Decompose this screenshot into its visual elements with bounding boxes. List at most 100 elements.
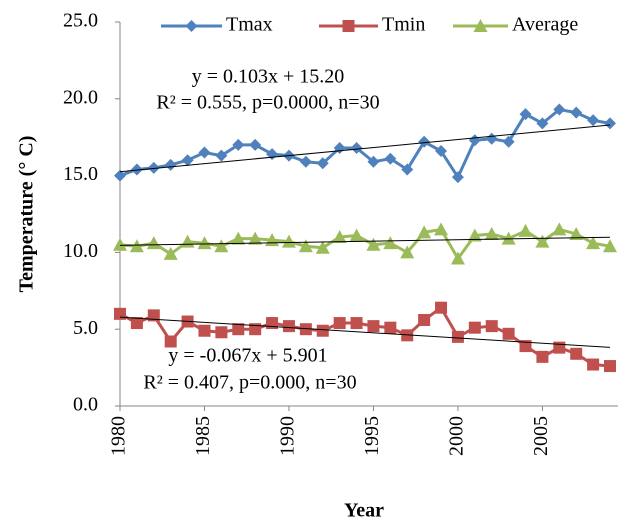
marker [502, 327, 515, 340]
marker [501, 231, 516, 245]
series-line [119, 107, 611, 181]
marker [249, 323, 262, 336]
marker [367, 320, 380, 333]
marker [435, 301, 448, 314]
legend-marker [473, 19, 488, 32]
x-tick-label: 2005 [530, 416, 552, 456]
marker [146, 236, 161, 250]
marker [147, 161, 160, 174]
marker [231, 231, 246, 245]
legend-marker [185, 20, 198, 32]
y-tick-label: 0.0 [73, 394, 98, 416]
marker [198, 324, 211, 337]
marker [332, 230, 347, 244]
marker [316, 157, 329, 170]
marker [604, 360, 616, 373]
marker [316, 324, 329, 337]
trend-line [119, 236, 611, 246]
marker [570, 106, 583, 119]
y-tick-label: 5.0 [73, 317, 98, 339]
legend-label: Average [512, 14, 578, 36]
marker [484, 226, 499, 240]
annotation: R² = 0.407, p=0.000, n=30 [143, 372, 356, 394]
marker [114, 307, 126, 320]
marker [552, 222, 567, 236]
legend-marker [342, 20, 355, 32]
annotation: y = 0.103x + 15.20 [192, 66, 345, 88]
annotation: y = -0.067x + 5.901 [168, 345, 327, 367]
marker [282, 320, 295, 333]
marker [569, 226, 584, 240]
y-tick-label: 20.0 [63, 86, 98, 108]
y-tick-label: 15.0 [63, 163, 98, 185]
marker [299, 323, 312, 336]
marker [467, 228, 482, 242]
trend-line [119, 124, 611, 173]
marker [383, 236, 398, 250]
marker [164, 335, 177, 348]
marker [147, 309, 160, 322]
marker [114, 169, 126, 182]
marker [163, 246, 178, 260]
marker [603, 239, 617, 253]
marker [198, 146, 211, 159]
marker [519, 108, 532, 121]
marker [587, 114, 600, 127]
marker [400, 245, 415, 259]
marker [570, 347, 583, 360]
marker [384, 321, 397, 334]
marker [418, 313, 431, 326]
marker [349, 228, 364, 242]
marker [113, 237, 127, 251]
x-tick-label: 1995 [361, 416, 383, 456]
marker [468, 134, 481, 147]
marker [130, 317, 143, 330]
marker [367, 155, 380, 168]
marker [281, 234, 296, 248]
marker [384, 152, 397, 165]
marker [450, 251, 465, 265]
marker [518, 223, 533, 237]
marker [451, 171, 464, 184]
y-axis-title: Temperature (° C) [16, 136, 38, 293]
marker [485, 320, 498, 333]
marker [232, 323, 245, 336]
marker [197, 236, 212, 250]
marker [298, 239, 313, 253]
marker [248, 231, 263, 245]
y-tick-label: 10.0 [63, 240, 98, 262]
marker [553, 341, 566, 354]
x-axis-title: Year [344, 500, 384, 522]
marker [215, 326, 228, 339]
x-tick-label: 1980 [108, 416, 130, 456]
y-tick-label: 25.0 [63, 10, 98, 32]
marker [604, 117, 616, 130]
marker [350, 141, 363, 154]
marker [181, 154, 194, 167]
marker [315, 240, 330, 254]
marker [435, 145, 448, 158]
marker [587, 358, 600, 371]
marker [366, 237, 381, 251]
trend-line [119, 316, 611, 348]
legend-label: Tmax [226, 14, 273, 36]
marker [536, 117, 549, 130]
x-tick-label: 1985 [192, 416, 214, 456]
marker [299, 155, 312, 168]
marker [249, 138, 262, 151]
marker [129, 239, 144, 253]
marker [536, 350, 549, 363]
marker [164, 158, 177, 171]
marker [468, 321, 481, 334]
marker [519, 340, 532, 353]
x-tick-label: 1990 [277, 416, 299, 456]
marker [350, 317, 363, 330]
marker [485, 132, 498, 145]
marker [553, 103, 566, 116]
marker [502, 135, 515, 148]
marker [586, 236, 601, 250]
x-tick-label: 2000 [446, 416, 468, 456]
marker [214, 239, 229, 253]
